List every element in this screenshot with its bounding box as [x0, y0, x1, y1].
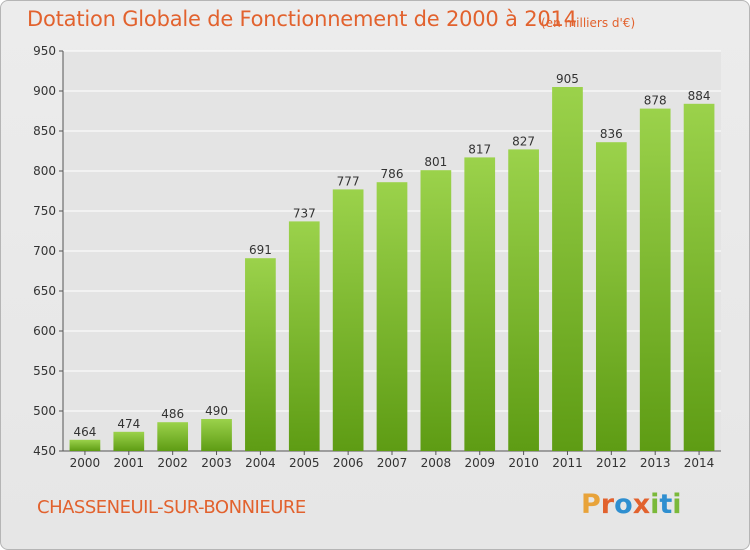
x-tick-label: 2009: [464, 456, 495, 470]
data-label: 836: [600, 127, 623, 141]
logo-letter: i: [650, 489, 660, 520]
data-label: 486: [161, 407, 184, 421]
y-tick-label: 850: [33, 124, 56, 138]
x-tick-label: 2004: [245, 456, 276, 470]
data-label: 884: [688, 89, 711, 103]
bar: [376, 182, 408, 451]
data-label: 786: [381, 167, 404, 181]
x-tick-label: 2003: [201, 456, 232, 470]
bar: [595, 142, 627, 451]
data-label: 464: [73, 425, 96, 439]
x-tick-label: 2000: [70, 456, 101, 470]
commune-name: CHASSENEUIL-SUR-BONNIEURE: [37, 497, 306, 518]
bar: [464, 157, 496, 451]
x-tick-label: 2006: [333, 456, 364, 470]
data-label: 691: [249, 243, 272, 257]
bar: [201, 419, 232, 451]
y-tick-label: 650: [33, 284, 56, 298]
x-tick-label: 2002: [157, 456, 188, 470]
data-label: 777: [337, 174, 360, 188]
data-label: 490: [205, 404, 228, 418]
x-tick-label: 2012: [596, 456, 627, 470]
y-tick-label: 450: [33, 444, 56, 458]
y-tick-label: 950: [33, 44, 56, 58]
x-tick-label: 2007: [377, 456, 408, 470]
data-labels: 464 474 486 490 691 737 777 786 801 817 827 905 836 8…: [73, 72, 710, 439]
y-tick-label: 700: [33, 244, 56, 258]
data-label: 827: [512, 134, 535, 148]
x-tick-label: 2005: [289, 456, 320, 470]
logo-letter: o: [614, 489, 633, 520]
data-label: 737: [293, 206, 316, 220]
bars: [69, 87, 715, 452]
x-tick-label: 2001: [114, 456, 145, 470]
bar: [683, 103, 715, 452]
bar: [508, 149, 539, 451]
x-tick-label: 2008: [421, 456, 452, 470]
y-tick-label: 550: [33, 364, 56, 378]
data-label: 817: [468, 142, 491, 156]
proxiti-logo: Proxiti: [581, 489, 682, 520]
bar: [332, 189, 364, 451]
x-tick-label: 2011: [552, 456, 583, 470]
data-label: 878: [644, 94, 667, 108]
y-tick-label: 800: [33, 164, 56, 178]
y-tick-label: 750: [33, 204, 56, 218]
data-label: 801: [424, 155, 447, 169]
bar: [552, 87, 583, 451]
chart-subtitle: (en milliers d'€): [541, 16, 636, 30]
bar: [69, 439, 101, 451]
chart-title: Dotation Globale de Fonctionnement de 20…: [27, 7, 577, 31]
x-tick-label: 2013: [640, 456, 671, 470]
bar: [157, 422, 189, 451]
x-tick-label: 2014: [684, 456, 715, 470]
data-label: 905: [556, 72, 579, 86]
logo-letter: P: [581, 489, 601, 520]
bar: [639, 108, 671, 451]
bar: [113, 431, 145, 451]
logo-letter: x: [632, 489, 651, 520]
y-tick-label: 600: [33, 324, 56, 338]
logo-letter: i: [672, 489, 682, 520]
y-tick-label: 900: [33, 84, 56, 98]
bar: [245, 258, 276, 451]
y-tick-label: 500: [33, 404, 56, 418]
bar: [420, 170, 452, 451]
tick-labels: 450 500 550 600 650 700 750 800 850 900 950 2000 200…: [33, 44, 714, 470]
x-tick-label: 2010: [508, 456, 539, 470]
data-label: 474: [117, 417, 140, 431]
logo-letter: t: [659, 489, 673, 520]
bar: [288, 221, 320, 451]
logo-letter: r: [600, 489, 615, 520]
